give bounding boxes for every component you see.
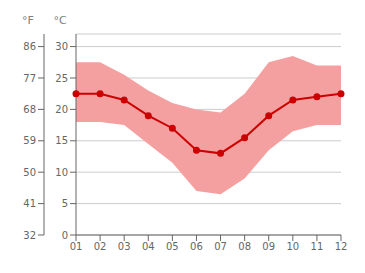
svg-text:86: 86 <box>23 41 36 52</box>
svg-text:68: 68 <box>23 104 36 115</box>
svg-text:04: 04 <box>142 241 155 252</box>
svg-text:5: 5 <box>62 198 68 209</box>
svg-text:05: 05 <box>166 241 179 252</box>
svg-text:15: 15 <box>55 135 68 146</box>
svg-text:41: 41 <box>23 198 36 209</box>
svg-text:77: 77 <box>23 73 36 84</box>
svg-text:59: 59 <box>23 135 36 146</box>
svg-text:°C: °C <box>53 14 67 27</box>
svg-text:32: 32 <box>23 230 36 241</box>
svg-text:30: 30 <box>55 41 68 52</box>
svg-text:11: 11 <box>311 241 324 252</box>
svg-text:°F: °F <box>22 14 34 27</box>
svg-text:08: 08 <box>238 241 251 252</box>
svg-text:25: 25 <box>55 73 68 84</box>
svg-text:0: 0 <box>62 230 68 241</box>
svg-text:01: 01 <box>70 241 83 252</box>
svg-text:09: 09 <box>262 241 275 252</box>
svg-text:10: 10 <box>55 167 68 178</box>
svg-text:12: 12 <box>335 241 348 252</box>
svg-text:20: 20 <box>55 104 68 115</box>
svg-text:03: 03 <box>118 241 131 252</box>
svg-text:07: 07 <box>214 241 227 252</box>
svg-text:02: 02 <box>94 241 107 252</box>
svg-text:06: 06 <box>190 241 203 252</box>
svg-text:50: 50 <box>23 167 36 178</box>
svg-text:10: 10 <box>286 241 299 252</box>
